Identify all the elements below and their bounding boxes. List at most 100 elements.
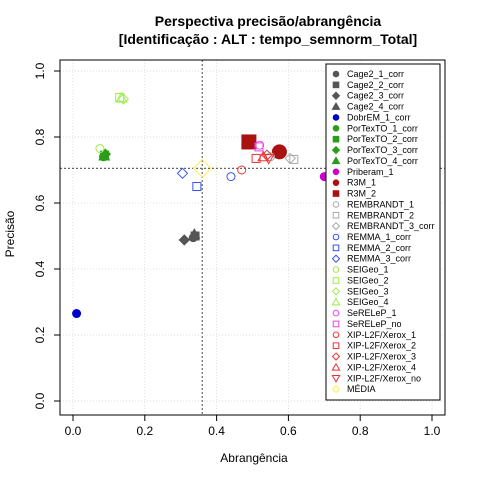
- data-point: [284, 152, 296, 165]
- data-point: [72, 309, 82, 319]
- legend-marker: [332, 277, 340, 284]
- legend-marker: [332, 309, 340, 317]
- legend-marker: [331, 145, 341, 155]
- data-point: [226, 172, 236, 182]
- legend-marker: [331, 362, 341, 371]
- x-axis-label: Abrangência: [220, 451, 288, 465]
- y-tick-label: 0.4: [33, 260, 47, 277]
- legend-label: Cage2_1_corr: [347, 69, 404, 79]
- legend-label: SeRELeP_no: [347, 319, 402, 329]
- legend-label: XIP-L2F/Xerox_4: [347, 362, 416, 372]
- legend-label: SEIGeo_2: [347, 275, 389, 285]
- legend-marker: [332, 201, 340, 208]
- legend-marker: [331, 156, 341, 165]
- data-point: [176, 167, 189, 180]
- legend-label: SEIGeo_1: [347, 265, 389, 275]
- legend-marker: [332, 135, 340, 143]
- y-tick-label: 0.8: [33, 128, 47, 145]
- legend-marker: [332, 70, 340, 78]
- data-point: [192, 182, 202, 191]
- legend-label: PorTexTO_3_corr: [347, 145, 418, 155]
- legend-label: DobrEM_1_corr: [347, 112, 411, 122]
- legend-marker: [332, 331, 340, 339]
- plot-frame: [59, 59, 446, 416]
- data-point: [254, 142, 264, 152]
- legend-label: PorTexTO_1_corr: [347, 123, 418, 133]
- legend-marker: [332, 125, 340, 132]
- legend-label: REMBRANDT_2: [347, 210, 414, 220]
- legend-marker: [331, 287, 341, 296]
- legend-label: MÉDIA: [347, 384, 376, 394]
- legend-label: REMBRANDT_3_corr: [347, 221, 435, 231]
- data-point: [192, 158, 212, 178]
- legend-label: SEIGeo_4: [347, 297, 389, 307]
- data-point: [255, 140, 265, 150]
- data-point: [289, 154, 299, 164]
- data-point: [257, 150, 270, 162]
- data-point: [117, 93, 129, 105]
- legend-label: PorTexTO_4_corr: [347, 156, 418, 166]
- legend-marker: [331, 352, 341, 361]
- legend: Cage2_1_corrCage2_2_corrCage2_3_corrCage…: [325, 63, 441, 401]
- legend-marker: [332, 211, 340, 219]
- legend-label: PorTexTO_2_corr: [347, 134, 418, 144]
- data-point: [95, 144, 105, 154]
- x-axis: 0.0 0.2 0.4 0.6 0.8 1.0: [65, 415, 441, 438]
- legend-marker: [331, 375, 341, 383]
- chart-title: Perspectiva precisão/abrangência: [155, 13, 382, 29]
- x-tick-label: 0.6: [280, 424, 297, 438]
- legend-marker: [332, 266, 340, 273]
- x-tick-label: 0.0: [65, 424, 82, 438]
- legend-label: R3M_2: [347, 189, 376, 199]
- legend-marker: [332, 114, 340, 121]
- legend-label: REMMA_3_corr: [347, 254, 411, 264]
- legend-label: SEIGeo_3: [347, 286, 389, 296]
- legend-label: Cage2_3_corr: [347, 91, 404, 101]
- legend-marker: [332, 244, 340, 252]
- data-point: [241, 134, 257, 150]
- legend-marker: [331, 221, 341, 231]
- y-tick-label: 0.0: [33, 392, 47, 409]
- y-axis-label: Precisão: [3, 210, 17, 257]
- data-point: [271, 144, 287, 160]
- legend-marker: [332, 233, 340, 241]
- legend-marker: [331, 297, 341, 306]
- legend-box: [325, 63, 441, 401]
- y-axis: 0.0 0.2 0.4 0.6 0.8 1.0: [33, 62, 60, 409]
- data-point: [251, 153, 261, 163]
- x-tick-label: 0.8: [352, 424, 369, 438]
- legend-label: XIP-L2F/Xerox_3: [347, 352, 416, 362]
- legend-marker: [332, 179, 340, 186]
- legend-label: XIP-L2F/Xerox_2: [347, 341, 416, 351]
- legend-label: Cage2_4_corr: [347, 102, 404, 112]
- legend-marker: [332, 190, 340, 197]
- y-tick-label: 0.6: [33, 194, 47, 211]
- x-tick-label: 0.2: [136, 424, 153, 438]
- data-point: [115, 91, 128, 103]
- data-point: [262, 154, 275, 165]
- legend-label: SeRELeP_1: [347, 308, 397, 318]
- chart-subtitle: [Identificação : ALT : tempo_semnorm_Tot…: [119, 31, 417, 47]
- legend-marker: [332, 81, 340, 89]
- data-point: [98, 149, 111, 161]
- legend-label: Priberam_1: [347, 167, 394, 177]
- legend-marker: [332, 342, 340, 349]
- data-point: [237, 165, 247, 175]
- legend-marker: [332, 168, 340, 176]
- legend-marker: [332, 320, 340, 328]
- data-point: [178, 234, 190, 246]
- legend-label: Cage2_2_corr: [347, 80, 404, 90]
- legend-marker: [331, 254, 341, 263]
- legend-label: REMMA_1_corr: [347, 232, 411, 242]
- x-tick-label: 0.4: [208, 424, 225, 438]
- legend-label: XIP-L2F/Xerox_1: [347, 330, 416, 340]
- x-tick-label: 1.0: [424, 424, 441, 438]
- legend-marker: [331, 91, 341, 100]
- legend-label: REMBRANDT_1: [347, 199, 414, 209]
- data-points: [72, 91, 329, 319]
- legend-label: R3M_1: [347, 178, 376, 188]
- y-tick-label: 0.2: [33, 326, 47, 343]
- legend-label: XIP-L2F/Xerox_no: [347, 373, 421, 383]
- data-point: [188, 228, 201, 239]
